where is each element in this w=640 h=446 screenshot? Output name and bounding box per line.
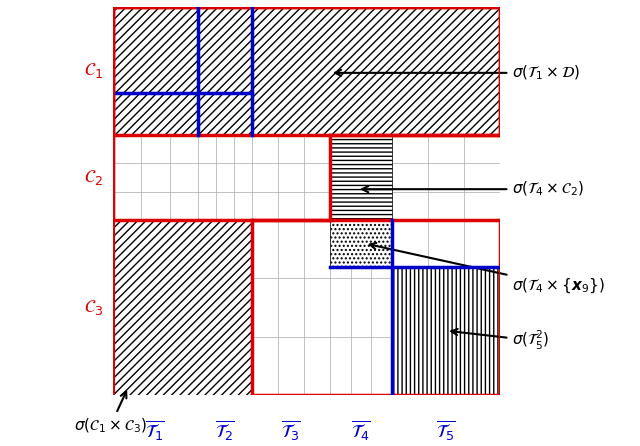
Bar	[113, 7, 500, 135]
Text: $\overline{\mathcal{T}_2}$: $\overline{\mathcal{T}_2}$	[215, 418, 235, 442]
Text: $\sigma(\mathcal{T}_5^2)$: $\sigma(\mathcal{T}_5^2)$	[451, 329, 550, 352]
Text: $\sigma(\mathcal{T}_4 \times \{\boldsymbol{x}_9\})$: $\sigma(\mathcal{T}_4 \times \{\boldsymb…	[370, 243, 605, 295]
FancyBboxPatch shape	[392, 267, 500, 395]
Text: $\mathcal{C}_2$: $\mathcal{C}_2$	[84, 168, 103, 187]
Text: $\overline{\mathcal{T}_5}$: $\overline{\mathcal{T}_5}$	[436, 418, 456, 442]
Text: $\overline{\mathcal{T}_3}$: $\overline{\mathcal{T}_3}$	[281, 418, 301, 442]
Text: $\sigma(\mathcal{C}_1 \times \mathcal{C}_3)$: $\sigma(\mathcal{C}_1 \times \mathcal{C}…	[74, 392, 147, 435]
Text: $\mathcal{C}_3$: $\mathcal{C}_3$	[84, 298, 103, 317]
FancyBboxPatch shape	[330, 220, 392, 267]
FancyBboxPatch shape	[113, 7, 500, 135]
Text: $\sigma(\mathcal{T}_1 \times \mathcal{D})$: $\sigma(\mathcal{T}_1 \times \mathcal{D}…	[335, 64, 580, 82]
Text: $\overline{\mathcal{T}_4}$: $\overline{\mathcal{T}_4}$	[351, 418, 371, 442]
FancyBboxPatch shape	[330, 135, 392, 220]
FancyBboxPatch shape	[113, 220, 252, 395]
Text: $\sigma(\mathcal{T}_4 \times \mathcal{C}_2)$: $\sigma(\mathcal{T}_4 \times \mathcal{C}…	[362, 180, 584, 198]
Text: $\overline{\mathcal{T}_1}$: $\overline{\mathcal{T}_1}$	[145, 418, 165, 442]
Text: $\mathcal{C}_1$: $\mathcal{C}_1$	[84, 62, 103, 80]
